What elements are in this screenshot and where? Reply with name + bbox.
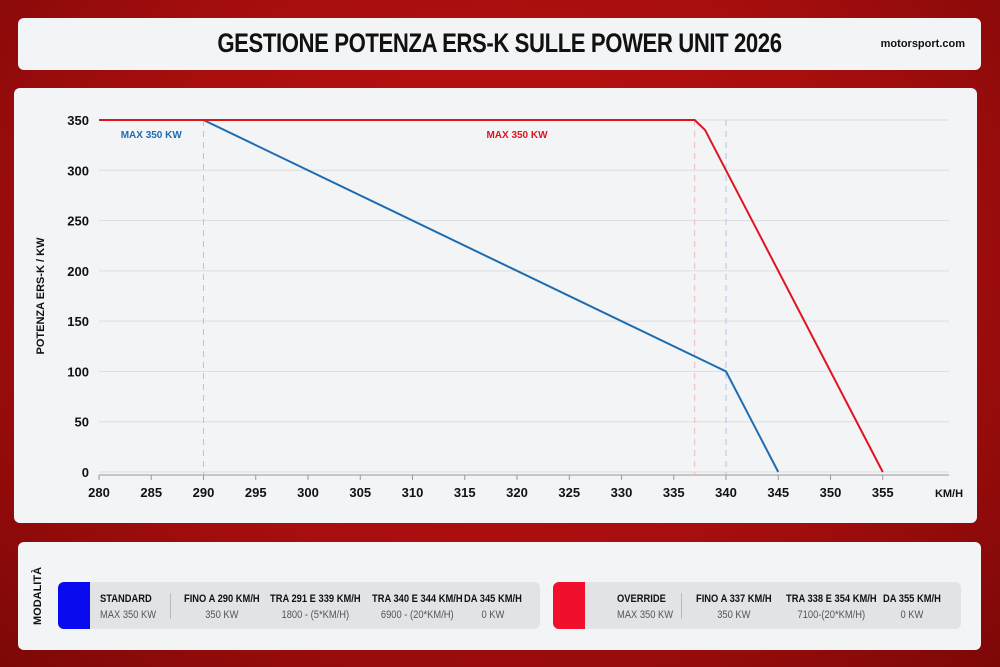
legend-column-heading: DA 355 KM/H: [883, 593, 941, 605]
legend-column-value: 350 KW: [717, 609, 751, 621]
y-tick-label: 200: [67, 264, 89, 279]
override-swatch: [553, 582, 585, 629]
legend-column: TRA 340 E 344 KM/H 6900 - (20*KM/H): [372, 591, 463, 623]
legend-panel: MODALITÀ STANDARD MAX 350 KW FINO A 290 KM…: [18, 542, 981, 650]
x-tick-label: 285: [140, 485, 162, 500]
legend-column: FINO A 290 KM/H 350 KW: [184, 591, 260, 623]
legend-column-value: 1800 - (5*KM/H): [281, 609, 350, 621]
y-tick-label: 50: [75, 415, 89, 430]
legend-column-value: MAX 350 KW: [100, 609, 157, 621]
legend-column-value: 0 KW: [900, 609, 924, 621]
x-tick-label: 350: [820, 485, 842, 500]
y-tick-label: 300: [67, 163, 89, 178]
series-line-override: [99, 119, 884, 473]
legend-column-heading: FINO A 337 KM/H: [696, 593, 772, 605]
legend-column-value: 6900 - (20*KM/H): [380, 609, 454, 621]
y-tick-label: 0: [82, 465, 89, 480]
legend-column: DA 355 KM/H 0 KW: [883, 591, 941, 623]
x-tick-label: 330: [611, 485, 633, 500]
legend-column-value: 0 KW: [481, 609, 505, 621]
y-axis-label: POTENZA ERS-K / KW: [35, 237, 47, 355]
x-tick-label: 335: [663, 485, 685, 500]
legend-column: OVERRIDE MAX 350 KW: [617, 591, 673, 623]
x-tick-label: 305: [349, 485, 371, 500]
legend-column-heading: FINO A 290 KM/H: [184, 593, 260, 605]
x-axis-label: KM/H: [935, 488, 963, 500]
legend-column: STANDARD MAX 350 KW: [100, 591, 156, 623]
x-tick-label: 290: [193, 485, 215, 500]
chart-title: GESTIONE POTENZA ERS-K SULLE POWER UNIT …: [217, 28, 782, 58]
legend-column-value: 7100-(20*KM/H): [797, 609, 866, 621]
legend-label: MODALITÀ: [32, 566, 44, 626]
y-tick-label: 250: [67, 214, 89, 229]
title-card: GESTIONE POTENZA ERS-K SULLE POWER UNIT …: [18, 18, 981, 70]
legend-override: OVERRIDE MAX 350 KW FINO A 337 KM/H 350 KW T…: [553, 582, 961, 629]
legend-column: TRA 291 E 339 KM/H 1800 - (5*KM/H): [270, 591, 361, 623]
legend-column-heading: DA 345 KM/H: [464, 593, 522, 605]
x-tick-label: 280: [88, 485, 110, 500]
y-tick-label: 350: [67, 113, 89, 128]
line-chart: 0 50 100 150 200 250 300 350 280 285 290 295 300 305 3…: [35, 113, 963, 500]
legend-column-value: MAX 350 KW: [617, 609, 674, 621]
x-tick-label: 345: [767, 485, 789, 500]
y-tick-label: 150: [67, 314, 89, 329]
annotation-label: MAX 350 KW: [121, 130, 183, 141]
x-tick-label: 355: [872, 485, 894, 500]
legend-separator: [170, 593, 171, 619]
legend-column: TRA 338 E 354 KM/H 7100-(20*KM/H): [786, 591, 877, 623]
legend-column: DA 345 KM/H 0 KW: [464, 591, 522, 623]
legend-column-value: 350 KW: [205, 609, 239, 621]
legend-column-heading: TRA 291 E 339 KM/H: [270, 593, 361, 605]
x-tick-label: 315: [454, 485, 476, 500]
legend-separator: [681, 593, 682, 619]
x-tick-label: 295: [245, 485, 267, 500]
y-tick-label: 100: [67, 364, 89, 379]
series-line-standard: [99, 119, 780, 473]
x-tick-label: 320: [506, 485, 528, 500]
chart-panel: 0 50 100 150 200 250 300 350 280 285 290 295 300 305 3…: [14, 88, 977, 523]
legend-column: FINO A 337 KM/H 350 KW: [696, 591, 772, 623]
x-tick-label: 300: [297, 485, 319, 500]
annotation-label: MAX 350 KW: [486, 130, 548, 141]
x-tick-label: 340: [715, 485, 737, 500]
legend-column-heading: TRA 338 E 354 KM/H: [786, 593, 877, 605]
standard-swatch: [58, 582, 90, 629]
legend-column-heading: TRA 340 E 344 KM/H: [372, 593, 463, 605]
legend-column-heading: STANDARD: [100, 593, 152, 605]
x-tick-label: 310: [402, 485, 424, 500]
brand-logo: motorsport.com: [880, 38, 965, 50]
legend-column-heading: OVERRIDE: [617, 593, 666, 605]
x-tick-label: 325: [558, 485, 580, 500]
legend-standard: STANDARD MAX 350 KW FINO A 290 KM/H 350 KW T…: [58, 582, 540, 629]
